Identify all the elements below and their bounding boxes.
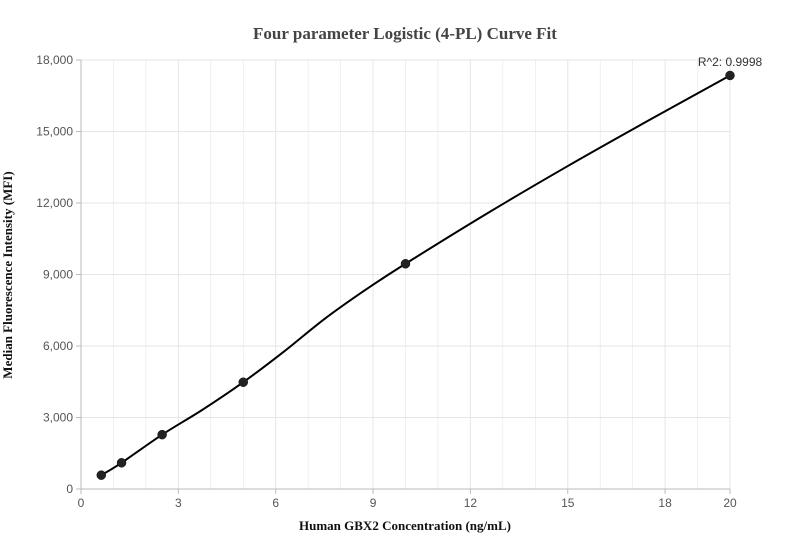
x-tick-label: 20 (723, 496, 737, 510)
x-tick-label: 12 (464, 496, 478, 510)
data-point (157, 429, 167, 440)
fit-curve-line (100, 74, 731, 477)
y-tick-label: 18,000 (36, 53, 73, 67)
data-point (400, 259, 411, 269)
y-tick-label: 15,000 (36, 125, 73, 139)
data-point (116, 458, 127, 468)
fit-curve-layer (100, 74, 731, 477)
y-tick-label: 9,000 (43, 268, 73, 282)
x-tick-label: 0 (78, 496, 85, 510)
y-axis-title: Median Fluorescence Intensity (MFI) (0, 171, 15, 378)
y-tick-label: 3,000 (43, 411, 73, 425)
x-tick-label: 18 (658, 496, 672, 510)
data-point (238, 377, 248, 387)
y-axis-ticks: 0 3,000 6,000 9,000 12,000 15,000 18,000 (36, 53, 81, 496)
x-axis-title: Human GBX2 Concentration (ng/mL) (299, 518, 511, 533)
data-point (96, 470, 107, 480)
chart-title: Four parameter Logistic (4-PL) Curve Fit (253, 24, 557, 43)
x-tick-label: 6 (272, 496, 279, 510)
y-tick-label: 12,000 (36, 196, 73, 210)
x-tick-label: 15 (561, 496, 575, 510)
y-tick-label: 6,000 (43, 339, 73, 353)
x-axis-ticks: 0 3 6 9 12 15 18 20 (78, 489, 737, 510)
r-squared-annotation: R^2: 0.9998 (698, 55, 763, 69)
x-tick-label: 9 (370, 496, 377, 510)
x-tick-label: 3 (175, 496, 182, 510)
data-points-layer (96, 70, 735, 480)
y-tick-label: 0 (66, 482, 73, 496)
data-point (725, 70, 735, 81)
